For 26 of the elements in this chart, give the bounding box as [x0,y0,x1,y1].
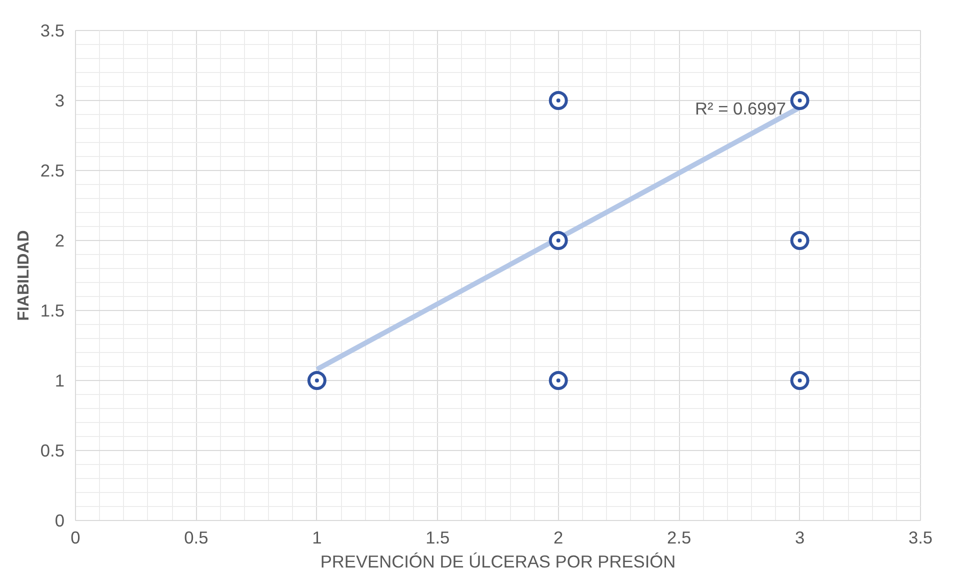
x-axis-title: PREVENCIÓN DE ÚLCERAS POR PRESIÓN [320,552,676,572]
point [548,231,568,250]
point [548,91,568,110]
y-axis-title: FIABILIDAD [15,230,32,321]
x-tick-label: 1.5 [426,528,450,548]
y-tick-label: 3 [54,90,65,110]
y-tick-label: 2 [54,230,65,250]
point [548,371,568,390]
x-tick-label: 0.5 [184,528,208,548]
x-tick-label: 3 [794,528,805,548]
y-tick-label: 1.5 [40,300,65,320]
y-tick-label: 2.5 [40,160,65,180]
x-tick-label: 0 [70,528,80,548]
x-tick-label: 2.5 [667,528,692,548]
y-tick-label: 0.5 [40,440,65,460]
annotation: R² = 0.6997 [694,98,786,118]
point [790,371,810,390]
point [790,91,810,110]
x-tick-label: 1 [312,528,322,548]
x-tick-label: 2 [554,528,564,548]
y-tick-label: 3.5 [40,20,65,40]
x-tick-label: 3.5 [908,528,933,548]
y-tick-label: 1 [54,370,65,390]
y-tick-label: 0 [54,510,65,530]
point [307,371,326,390]
point [790,231,810,250]
